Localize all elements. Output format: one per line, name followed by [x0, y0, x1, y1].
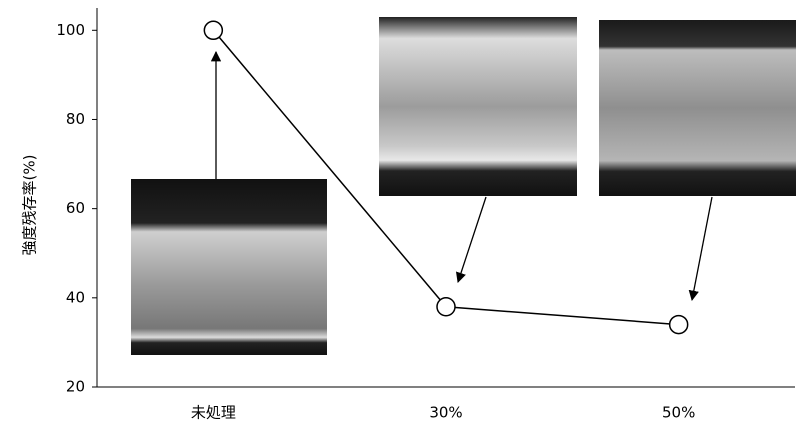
sem-image: [379, 17, 577, 196]
y-tick-label: 80: [66, 110, 85, 128]
y-tick-label: 60: [66, 199, 85, 217]
y-tick-label: 100: [56, 21, 85, 39]
y-axis-label: 強度残存率(%): [21, 155, 39, 256]
chart: 強度残存率(%) 20 40 60 80 100 未処理 30% 50%: [0, 0, 800, 423]
arrow: [692, 197, 712, 300]
y-tick-label: 20: [66, 378, 85, 396]
arrow: [458, 197, 486, 282]
x-tick-label: 未処理: [191, 404, 236, 422]
sem-image: [599, 20, 796, 196]
x-tick-label: 50%: [662, 404, 695, 422]
sem-image: [131, 179, 327, 355]
y-tick-label: 40: [66, 288, 85, 306]
point: [670, 316, 688, 334]
point: [437, 298, 455, 316]
point: [204, 21, 222, 39]
x-tick-label: 30%: [429, 404, 462, 422]
